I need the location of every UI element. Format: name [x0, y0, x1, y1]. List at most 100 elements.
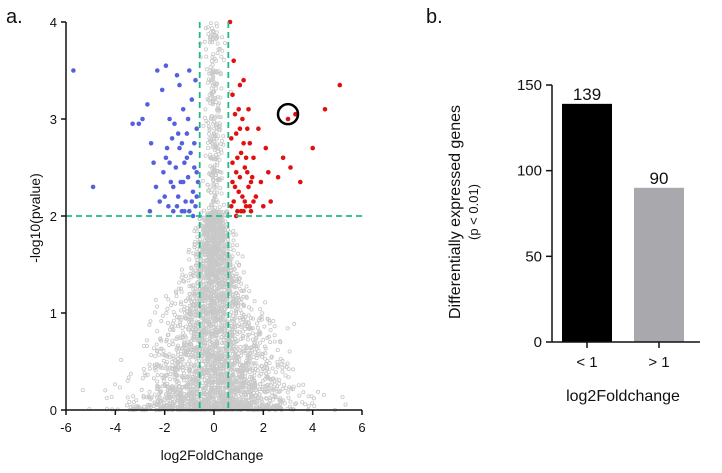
downregulated-point [194, 126, 199, 131]
nonsignificant-point [243, 343, 248, 348]
nonsignificant-point [208, 402, 213, 407]
nonsignificant-point [222, 312, 227, 317]
downregulated-point [185, 174, 191, 180]
upregulated-point [241, 141, 246, 146]
downregulated-point [168, 179, 174, 185]
nonsignificant-point [208, 152, 213, 157]
nonsignificant-point [219, 191, 224, 196]
nonsignificant-point [215, 34, 220, 39]
downregulated-point [145, 102, 150, 107]
nonsignificant-point [199, 306, 204, 311]
nonsignificant-point [218, 248, 223, 253]
nonsignificant-point [187, 369, 192, 374]
upregulated-point [288, 165, 293, 170]
downregulated-point [189, 97, 195, 102]
y-axis-subtitle: (p < 0.01) [466, 184, 481, 240]
nonsignificant-point [203, 153, 208, 158]
nonsignificant-point [220, 254, 225, 259]
downregulated-point [159, 87, 165, 93]
nonsignificant-point [164, 310, 169, 315]
nonsignificant-point [173, 377, 178, 382]
nonsignificant-point [238, 308, 243, 313]
nonsignificant-point [215, 374, 220, 379]
downregulated-point [161, 170, 166, 175]
nonsignificant-point [239, 350, 244, 355]
nonsignificant-point [215, 366, 220, 371]
nonsignificant-point [202, 324, 207, 329]
nonsignificant-point [243, 348, 248, 353]
nonsignificant-point [215, 41, 220, 46]
upregulated-point [237, 126, 243, 131]
downregulated-point [184, 131, 190, 136]
nonsignificant-point [219, 235, 224, 240]
bar-value-label: 90 [650, 169, 669, 188]
nonsignificant-point [241, 315, 246, 320]
nonsignificant-point [240, 254, 245, 259]
nonsignificant-point [170, 338, 175, 343]
nonsignificant-point [200, 233, 205, 238]
nonsignificant-point [187, 359, 192, 364]
nonsignificant-point [209, 59, 214, 64]
nonsignificant-point [236, 303, 241, 308]
nonsignificant-point [181, 378, 186, 383]
nonsignificant-point [202, 347, 207, 352]
nonsignificant-point [227, 396, 232, 401]
nonsignificant-point [228, 343, 233, 348]
nonsignificant-point [229, 380, 234, 385]
nonsignificant-point [275, 384, 280, 389]
nonsignificant-point [233, 308, 238, 313]
nonsignificant-point [275, 362, 280, 367]
nonsignificant-point [236, 389, 241, 394]
nonsignificant-point [210, 145, 215, 150]
nonsignificant-point [340, 394, 345, 399]
nonsignificant-point [285, 361, 290, 366]
nonsignificant-point [258, 381, 263, 386]
upregulated-point [240, 116, 245, 122]
nonsignificant-point [272, 339, 277, 344]
nonsignificant-point [278, 340, 283, 345]
nonsignificant-point [205, 25, 210, 30]
nonsignificant-point [220, 390, 225, 395]
nonsignificant-point [254, 321, 259, 326]
nonsignificant-point [196, 319, 201, 324]
nonsignificant-point [223, 328, 228, 333]
nonsignificant-point [247, 289, 252, 294]
nonsignificant-point [164, 400, 169, 405]
nonsignificant-point [263, 384, 268, 389]
nonsignificant-point [181, 342, 186, 347]
nonsignificant-point [215, 155, 220, 160]
nonsignificant-point [208, 368, 213, 373]
nonsignificant-point [223, 245, 228, 250]
nonsignificant-point [292, 321, 297, 326]
nonsignificant-point [153, 310, 158, 315]
nonsignificant-point [216, 134, 221, 139]
nonsignificant-point [189, 266, 194, 271]
nonsignificant-point [263, 346, 268, 351]
nonsignificant-point [253, 393, 258, 398]
nonsignificant-point [193, 303, 198, 308]
nonsignificant-point [229, 342, 234, 347]
nonsignificant-point [159, 372, 164, 377]
nonsignificant-point [213, 322, 218, 327]
nonsignificant-point [210, 362, 215, 367]
nonsignificant-point [239, 311, 244, 316]
nonsignificant-point [252, 350, 257, 355]
nonsignificant-point [175, 389, 180, 394]
nonsignificant-point [284, 386, 289, 391]
nonsignificant-point [210, 321, 215, 326]
nonsignificant-point [178, 286, 183, 291]
nonsignificant-point [215, 379, 220, 384]
nonsignificant-point [221, 134, 226, 139]
nonsignificant-point [256, 331, 261, 336]
nonsignificant-point [262, 344, 267, 349]
nonsignificant-point [165, 320, 170, 325]
nonsignificant-point [221, 202, 226, 207]
nonsignificant-point [225, 347, 230, 352]
nonsignificant-point [218, 383, 223, 388]
nonsignificant-point [203, 298, 208, 303]
nonsignificant-point [154, 342, 159, 347]
nonsignificant-point [219, 86, 224, 91]
nonsignificant-point [270, 390, 275, 395]
nonsignificant-point [134, 398, 139, 403]
nonsignificant-point [311, 396, 316, 401]
